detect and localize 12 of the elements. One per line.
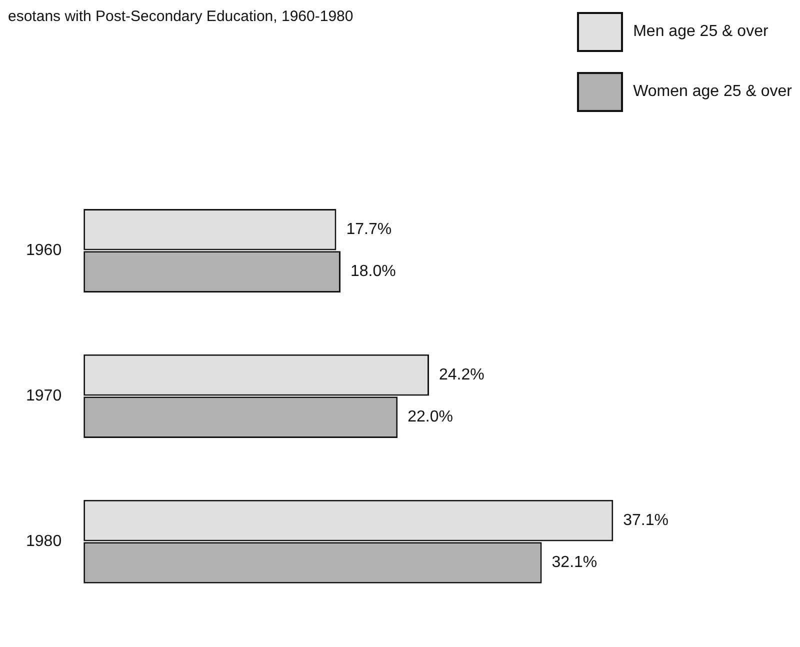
y-tick-label: 1980 [26, 533, 62, 550]
data-label: 22.0% [408, 408, 453, 426]
data-label: 24.2% [439, 366, 484, 384]
chart-title: esotans with Post-Secondary Education, 1960-1980 [8, 8, 354, 25]
data-label: 37.1% [623, 512, 669, 529]
data-label: 18.0% [350, 263, 396, 280]
data-label: 17.7% [346, 221, 392, 238]
y-tick-label: 1970 [26, 388, 62, 405]
text: Women age 25 & over [633, 83, 792, 101]
y-tick-label: 1960 [26, 242, 62, 260]
data-label: 32.1% [552, 554, 598, 572]
text: Men age 25 & over [633, 23, 768, 41]
